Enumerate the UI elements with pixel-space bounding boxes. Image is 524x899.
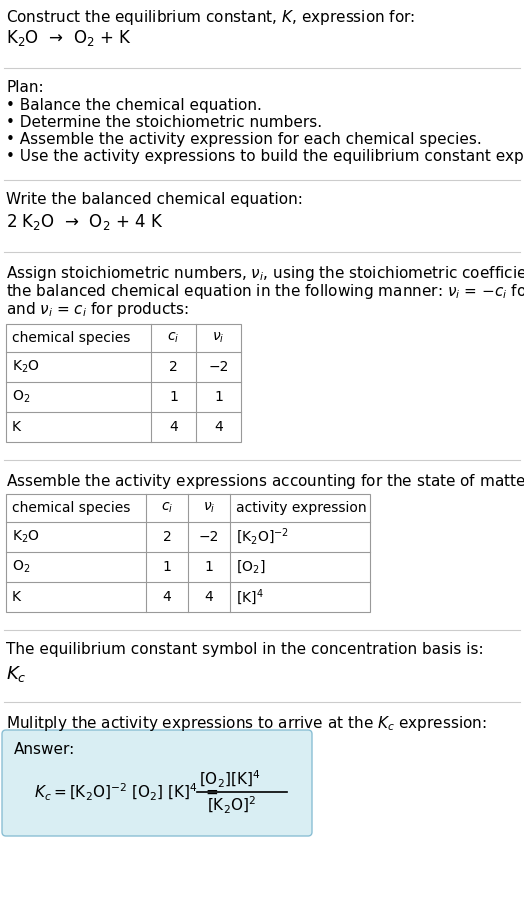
- Text: $\mathregular{O_2}$: $\mathregular{O_2}$: [12, 388, 30, 405]
- Text: 1: 1: [169, 390, 178, 404]
- Text: the balanced chemical equation in the following manner: $\nu_i$ = −$c_i$ for rea: the balanced chemical equation in the fo…: [6, 282, 524, 301]
- Text: 2: 2: [169, 360, 178, 374]
- FancyBboxPatch shape: [2, 730, 312, 836]
- Text: $\nu_i$: $\nu_i$: [203, 501, 215, 515]
- Text: $\mathregular{K_2O}$: $\mathregular{K_2O}$: [12, 359, 40, 375]
- Text: The equilibrium constant symbol in the concentration basis is:: The equilibrium constant symbol in the c…: [6, 642, 484, 657]
- Text: • Assemble the activity expression for each chemical species.: • Assemble the activity expression for e…: [6, 132, 482, 147]
- Text: 2: 2: [162, 530, 171, 544]
- Text: 1: 1: [162, 560, 171, 574]
- Text: Plan:: Plan:: [6, 80, 43, 95]
- Text: $[\mathregular{K}]^4$: $[\mathregular{K}]^4$: [236, 587, 264, 607]
- Text: Mulitply the activity expressions to arrive at the $K_c$ expression:: Mulitply the activity expressions to arr…: [6, 714, 487, 733]
- Text: and $\nu_i$ = $c_i$ for products:: and $\nu_i$ = $c_i$ for products:: [6, 300, 189, 319]
- Text: 4: 4: [162, 590, 171, 604]
- Text: $K_c = [\mathrm{K_2O}]^{-2}\ [\mathrm{O_2}]\ [\mathrm{K}]^4\ =$: $K_c = [\mathrm{K_2O}]^{-2}\ [\mathrm{O_…: [34, 781, 218, 803]
- Text: • Use the activity expressions to build the equilibrium constant expression.: • Use the activity expressions to build …: [6, 149, 524, 164]
- Text: 4: 4: [205, 590, 213, 604]
- Text: $c_i$: $c_i$: [161, 501, 173, 515]
- Text: 1: 1: [214, 390, 223, 404]
- Text: chemical species: chemical species: [12, 331, 130, 345]
- Text: $c_i$: $c_i$: [167, 331, 180, 345]
- Text: 4: 4: [214, 420, 223, 434]
- Text: $[\mathregular{O_2}]$: $[\mathregular{O_2}]$: [236, 558, 265, 575]
- Bar: [6, 494, 370, 612]
- Text: −2: −2: [209, 360, 228, 374]
- Text: 1: 1: [204, 560, 213, 574]
- Text: $\nu_i$: $\nu_i$: [212, 331, 225, 345]
- Text: $[\mathrm{O_2}][\mathrm{K}]^4$: $[\mathrm{O_2}][\mathrm{K}]^4$: [199, 769, 260, 789]
- Text: −2: −2: [199, 530, 219, 544]
- Text: Assign stoichiometric numbers, $\nu_i$, using the stoichiometric coefficients, $: Assign stoichiometric numbers, $\nu_i$, …: [6, 264, 524, 283]
- Text: $[\mathrm{K_2O}]^2$: $[\mathrm{K_2O}]^2$: [207, 795, 256, 815]
- Text: K: K: [12, 590, 21, 604]
- Text: activity expression: activity expression: [236, 501, 367, 515]
- Text: $\mathregular{K_2O}$: $\mathregular{K_2O}$: [12, 529, 40, 545]
- Text: • Determine the stoichiometric numbers.: • Determine the stoichiometric numbers.: [6, 115, 322, 130]
- Text: Write the balanced chemical equation:: Write the balanced chemical equation:: [6, 192, 303, 207]
- Text: chemical species: chemical species: [12, 501, 130, 515]
- Text: 4: 4: [169, 420, 178, 434]
- Bar: [6, 324, 241, 442]
- Text: Answer:: Answer:: [14, 742, 75, 757]
- Text: • Balance the chemical equation.: • Balance the chemical equation.: [6, 98, 262, 113]
- Text: $\mathrm{K_2O}$  →  $\mathrm{O_2}$ + K: $\mathrm{K_2O}$ → $\mathrm{O_2}$ + K: [6, 28, 132, 48]
- Text: 2 $\mathrm{K_2O}$  →  $\mathrm{O_2}$ + 4 K: 2 $\mathrm{K_2O}$ → $\mathrm{O_2}$ + 4 K: [6, 212, 163, 232]
- Text: $[\mathregular{K_2O}]^{-2}$: $[\mathregular{K_2O}]^{-2}$: [236, 527, 289, 547]
- Text: $K_c$: $K_c$: [6, 664, 27, 684]
- Text: Assemble the activity expressions accounting for the state of matter and $\nu_i$: Assemble the activity expressions accoun…: [6, 472, 524, 491]
- Text: $\mathregular{O_2}$: $\mathregular{O_2}$: [12, 559, 30, 575]
- Text: K: K: [12, 420, 21, 434]
- Text: Construct the equilibrium constant, $K$, expression for:: Construct the equilibrium constant, $K$,…: [6, 8, 416, 27]
